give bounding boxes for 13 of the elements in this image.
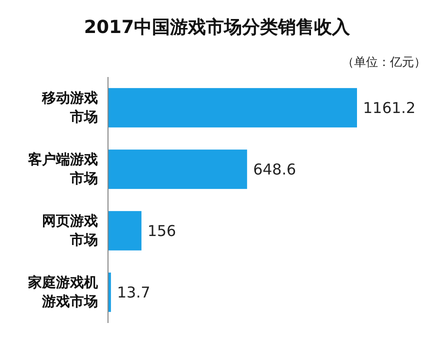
bar — [108, 150, 248, 189]
text: （单位：亿元） — [342, 55, 426, 69]
data-label: 1161.2 — [363, 98, 416, 117]
y-tick-label: 客户端游戏市场 — [27, 150, 98, 187]
bar — [108, 211, 142, 250]
y-tick-label: 网页游戏市场 — [42, 213, 98, 248]
data-label: 156 — [147, 222, 176, 240]
data-label: 648.6 — [253, 160, 296, 178]
data-label: 13.7 — [116, 283, 150, 302]
bar — [108, 88, 357, 128]
y-tick-label: 移动游戏市场 — [41, 90, 98, 126]
y-tick-label: 家庭游戏机游戏市场 — [27, 274, 98, 310]
chart-title: 2017中国游戏市场分类销售收入 — [84, 17, 352, 38]
